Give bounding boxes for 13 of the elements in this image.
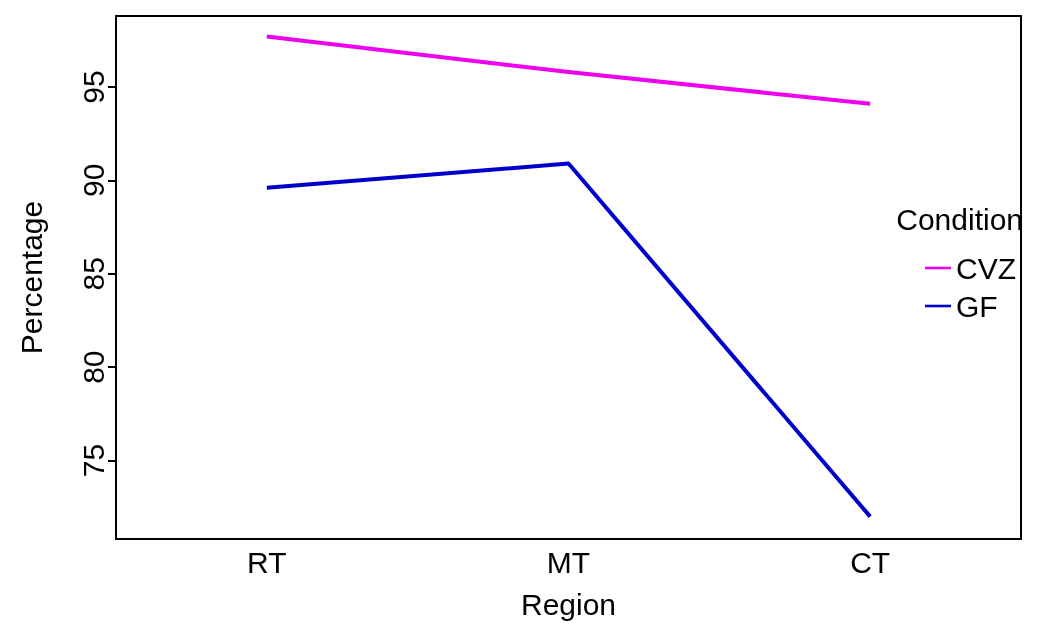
y-tick-label: 90 [76, 163, 110, 198]
x-tick-label: MT [546, 545, 591, 579]
y-tick-label: 85 [76, 257, 110, 291]
legend-title: Condition [896, 202, 1024, 236]
x-tick-label: RT [247, 545, 287, 579]
legend-label: CVZ [956, 251, 1016, 285]
y-tick-label: 80 [76, 350, 110, 384]
y-axis-title: Percentage [14, 200, 48, 355]
y-tick-label: 75 [76, 443, 110, 478]
legend-label: GF [956, 289, 998, 323]
y-tick-label: 95 [76, 70, 110, 104]
x-tick-label: CT [850, 545, 891, 579]
x-axis-title: Region [520, 587, 617, 621]
